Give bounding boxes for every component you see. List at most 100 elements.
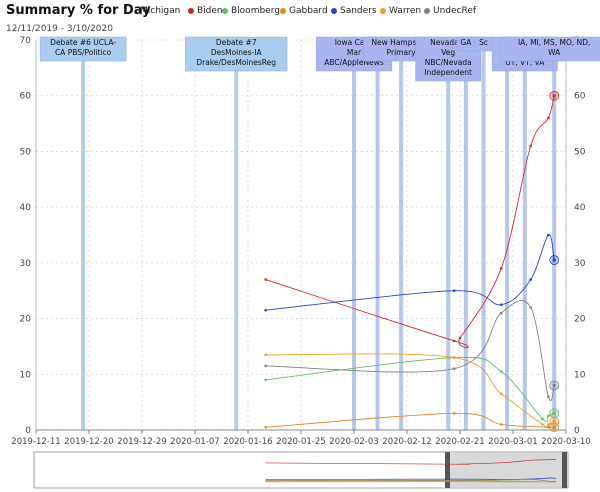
- data-point: [547, 414, 550, 418]
- series-points: [264, 90, 560, 433]
- data-point: [499, 423, 503, 426]
- y-tick-label-left: 30: [20, 259, 32, 269]
- x-tick-label: 2020-01-16: [223, 437, 272, 447]
- data-point: [264, 378, 267, 382]
- y-tick-label-right: 60: [574, 92, 586, 102]
- y-tick-label-right: 20: [574, 315, 586, 325]
- data-point: [499, 303, 503, 306]
- event-bar: [522, 40, 527, 430]
- event-bar: [505, 40, 510, 430]
- series-line-sanders: [265, 234, 555, 311]
- legend-label: Gabbard: [289, 6, 328, 16]
- legend-swatch-icon: [222, 8, 228, 14]
- x-tick-label: 2019-12-29: [117, 437, 166, 447]
- event-bar: [81, 40, 86, 430]
- data-point: [452, 367, 456, 371]
- event-label-text: Debate #7: [216, 38, 257, 47]
- series-line-bloomberg: [265, 356, 555, 423]
- event-label-text: GA: [460, 38, 472, 47]
- y-tick-label-left: 50: [20, 147, 32, 157]
- event-label-text: WA: [548, 48, 561, 57]
- y-tick-label-right: 10: [574, 370, 586, 380]
- date-range: 12/11/2019 - 3/10/2020: [6, 24, 113, 34]
- data-point: [264, 425, 267, 429]
- event-label-text: IA, MI, MS, MO, ND,: [518, 38, 590, 47]
- data-point: [452, 411, 456, 415]
- range-navigator[interactable]: [33, 451, 569, 489]
- data-point: [541, 423, 544, 426]
- data-point: [529, 278, 532, 281]
- legend-label: UndecRef: [433, 6, 477, 16]
- legend-item-gabbard[interactable]: Gabbard: [280, 6, 328, 16]
- series-line-undecref: [265, 299, 555, 402]
- event-label-text: CA PBS/Politico: [55, 48, 112, 57]
- data-point: [499, 370, 503, 373]
- data-point: [499, 311, 503, 315]
- legend-swatch-icon: [188, 8, 194, 14]
- y-tick-label-left: 10: [20, 370, 32, 380]
- legend-item-sanders[interactable]: Sanders: [331, 6, 377, 16]
- event-bar: [552, 40, 557, 430]
- x-tick-label: 2020-02-12: [382, 437, 431, 447]
- y-tick-label-right: 50: [574, 147, 586, 157]
- data-point: [552, 383, 556, 388]
- series-lines: [265, 95, 555, 428]
- axes: 0010102020303040405050606070702019-12-11…: [11, 36, 590, 447]
- data-point: [547, 116, 550, 120]
- data-point: [552, 258, 556, 262]
- data-point: [499, 267, 503, 270]
- legend-item-undecref[interactable]: UndecRef: [424, 6, 476, 16]
- y-tick-label-right: 40: [574, 203, 586, 213]
- data-point: [529, 306, 532, 309]
- legend-swatch-icon: [280, 8, 286, 14]
- data-point: [264, 278, 267, 281]
- data-point: [541, 417, 544, 421]
- event-label-text: New Hampshire: [371, 38, 431, 47]
- series-line-biden: [265, 95, 555, 349]
- y-tick-label-right: 30: [574, 259, 586, 269]
- event-markers: [81, 40, 557, 430]
- y-tick-label-right: 0: [574, 426, 580, 436]
- event-label-text: Primary: [387, 48, 417, 57]
- legend-swatch-icon: [424, 8, 430, 14]
- y-tick-label-left: 20: [20, 315, 32, 325]
- data-point: [552, 420, 556, 424]
- legend-item-bloomberg[interactable]: Bloomberg: [222, 6, 280, 16]
- event-bar: [399, 40, 404, 430]
- event-label-box: [500, 36, 600, 62]
- event-label-box: [39, 36, 127, 62]
- event-bar: [375, 40, 380, 430]
- event-bar: [234, 40, 239, 430]
- data-point: [529, 144, 532, 148]
- event-bar: [446, 40, 451, 430]
- x-tick-label: 2020-01-07: [170, 437, 219, 447]
- y-tick-label-left: 0: [25, 426, 31, 436]
- x-tick-label: 2019-12-20: [64, 437, 113, 447]
- navigator-handle-left: [445, 452, 450, 488]
- legend-item-biden[interactable]: Biden: [188, 6, 223, 16]
- event-label-text: ABC/AppleNews: [324, 58, 384, 67]
- data-point: [264, 364, 267, 368]
- legend-label: Biden: [197, 6, 223, 16]
- legend-swatch-icon: [380, 8, 386, 14]
- event-label-text: Iowa Cauc: [335, 38, 374, 47]
- y-tick-label-left: 70: [20, 36, 32, 46]
- event-label-text: DesMoines-IA: [211, 48, 263, 57]
- x-tick-label: 2020-01-25: [276, 437, 325, 447]
- event-bar: [481, 40, 486, 430]
- data-point: [499, 392, 503, 396]
- chart-title: Summary % for Day: [6, 3, 151, 18]
- data-point: [552, 94, 556, 98]
- event-bar: [352, 40, 356, 430]
- y-tick-label-left: 60: [20, 92, 32, 102]
- region-label: Michigan: [140, 6, 181, 16]
- legend-swatch-icon: [331, 8, 337, 14]
- y-tick-label-left: 40: [20, 203, 32, 213]
- legend-item-warren[interactable]: Warren: [380, 6, 421, 16]
- data-point: [547, 395, 550, 398]
- data-point: [264, 308, 267, 312]
- legend-label: Sanders: [340, 6, 377, 16]
- data-point: [452, 289, 456, 293]
- x-tick-label: 2019-12-11: [11, 437, 60, 447]
